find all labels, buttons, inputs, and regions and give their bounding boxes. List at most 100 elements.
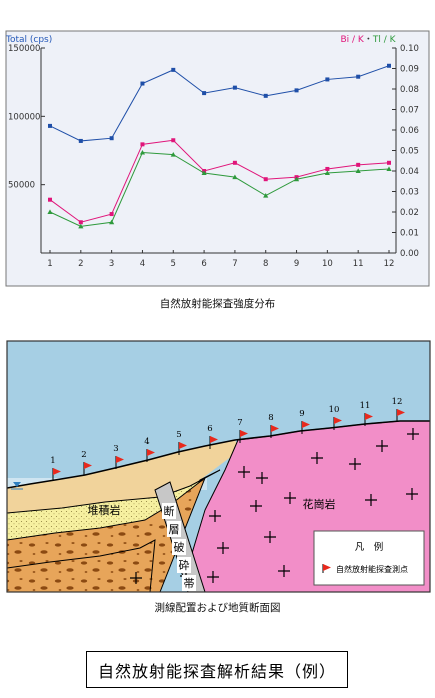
bi-k-label: Bi / K [340, 35, 364, 45]
data-point-total [48, 123, 52, 128]
station-number: 2 [81, 450, 86, 460]
station-flag-icon [210, 436, 218, 443]
data-point-total [171, 67, 176, 72]
series-line-bi_k [49, 139, 390, 223]
x-tick-label: 1 [47, 259, 52, 269]
station-number: 11 [360, 401, 371, 411]
data-point-total [109, 136, 114, 141]
data-point-tl_k [201, 170, 207, 176]
x-tick-label: 7 [232, 259, 237, 269]
left-tick-label: 100000 [8, 112, 40, 122]
granite-label: 花崗岩 [303, 497, 336, 511]
lower-conglomerate-layer [7, 539, 156, 592]
intensity-chart: Total (cps) Bi / K・Tl / K 50000100000150… [5, 30, 430, 287]
station-number: 5 [176, 430, 181, 440]
x-tick-label: 10 [322, 259, 333, 269]
svg-text:断: 断 [164, 504, 175, 518]
svg-text:砕: 砕 [179, 558, 190, 572]
station-number: 4 [144, 437, 149, 447]
x-tick-label: 11 [353, 259, 364, 269]
sedimentary-rock-label: 堆積岩 [88, 503, 121, 517]
water-level-icon [11, 482, 23, 490]
data-point-total [356, 74, 361, 79]
legend-title: 凡 例 [355, 541, 384, 553]
x-tick-label: 2 [78, 259, 83, 269]
data-point-tl_k [78, 223, 84, 229]
data-point-tl_k [293, 176, 300, 182]
right-tick-label: 0.10 [400, 44, 419, 54]
svg-text:層: 層 [169, 523, 180, 536]
station-number: 12 [392, 397, 403, 407]
data-point-total [263, 93, 268, 98]
legend-entry: 自然放射能探査測点 [336, 564, 408, 574]
data-point-total [294, 88, 299, 93]
station-flag-icon [334, 417, 342, 424]
station-number: 10 [329, 405, 340, 415]
data-point-tl_k [139, 149, 146, 155]
x-tick-label: 9 [294, 259, 299, 269]
right-tick-label: 0.08 [400, 85, 419, 95]
right-tick-label: 0.00 [400, 249, 419, 259]
data-point-tl_k [170, 152, 176, 157]
ground-surface-line [7, 420, 430, 489]
data-point-tl_k [355, 168, 361, 173]
x-tick-label: 12 [384, 259, 395, 269]
chart-background [5, 30, 430, 287]
result-title: 自然放射能探査解析結果（例） [97, 661, 336, 681]
result-title-box: 自然放射能探査解析結果（例） [86, 651, 348, 688]
station-number: 9 [299, 409, 304, 419]
station-flag-icon [365, 413, 373, 420]
x-tick-label: 6 [201, 259, 206, 269]
left-axis-label: Total (cps) [5, 35, 52, 45]
station-flag-icon [179, 442, 187, 449]
data-point-bi_k [325, 166, 330, 171]
data-point-tl_k [324, 170, 330, 176]
right-tick-label: 0.05 [400, 147, 419, 157]
station-number: 8 [268, 413, 273, 423]
station-flag-icon [147, 449, 155, 456]
svg-text:帯: 帯 [184, 577, 195, 590]
station-flag-icon [53, 468, 61, 475]
series-line-total [49, 65, 390, 142]
data-point-bi_k [263, 177, 268, 182]
right-tick-label: 0.03 [400, 188, 419, 198]
station-flag-icon [240, 430, 248, 437]
section-frame [6, 340, 431, 593]
station-number: 1 [50, 456, 55, 466]
station-number: 6 [207, 424, 212, 434]
left-tick-label: 150000 [8, 44, 40, 54]
x-tick-label: 8 [263, 259, 268, 269]
right-axis-label: Bi / K・Tl / K [340, 35, 396, 45]
right-tick-label: 0.07 [400, 106, 419, 116]
x-axis-ticks: 1 2 3 4 5 6 7 8 9 10 11 12 [47, 250, 394, 269]
legend-box: 凡 例 自然放射能探査測点 [313, 530, 425, 586]
granite-crosses [130, 428, 419, 584]
left-axis-ticks: 50000 100000 150000 [8, 44, 45, 191]
data-point-bi_k [78, 220, 83, 225]
right-axis-ticks: 0.00 0.01 0.02 0.03 0.04 0.05 0.06 0.07 0.08 0.09… [392, 44, 419, 259]
right-tick-label: 0.09 [400, 65, 419, 75]
data-point-tl_k [109, 219, 115, 225]
station-number: 7 [237, 418, 242, 428]
fault-zone-label: 断 層 破 砕 帯 [162, 503, 196, 591]
station-flag-icon [116, 456, 124, 463]
left-tick-label: 50000 [8, 181, 35, 191]
data-point-bi_k [232, 160, 237, 165]
right-tick-label: 0.06 [400, 126, 419, 136]
data-point-tl_k [386, 166, 392, 171]
data-point-bi_k [48, 197, 52, 202]
x-tick-label: 3 [109, 259, 114, 269]
data-point-total [387, 63, 391, 68]
right-tick-label: 0.01 [400, 229, 419, 239]
x-tick-label: 4 [140, 259, 145, 269]
data-point-tl_k [263, 193, 269, 198]
x-tick-label: 5 [171, 259, 176, 269]
tl-k-label: Tl / K [372, 35, 397, 45]
data-point-total [232, 85, 237, 90]
svg-text:破: 破 [174, 540, 185, 554]
right-tick-label: 0.04 [400, 167, 419, 177]
data-point-tl_k [232, 174, 238, 180]
data-point-bi_k [140, 142, 145, 147]
station-flag-icon [302, 421, 310, 428]
